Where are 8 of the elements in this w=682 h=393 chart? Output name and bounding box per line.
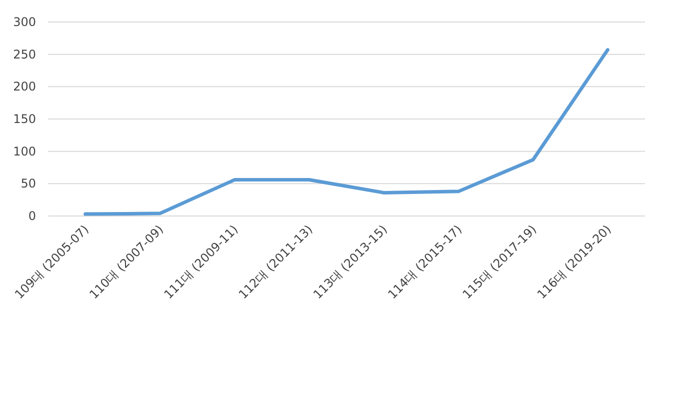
y-tick-label: 300: [13, 15, 36, 29]
y-tick-label: 200: [13, 80, 36, 94]
y-tick-label: 100: [13, 144, 36, 158]
y-tick-label: 250: [13, 47, 36, 62]
y-tick-label: 50: [20, 176, 36, 191]
y-tick-label: 150: [13, 112, 36, 126]
line-series: [84, 48, 610, 216]
y-tick-label: 0: [28, 209, 36, 223]
